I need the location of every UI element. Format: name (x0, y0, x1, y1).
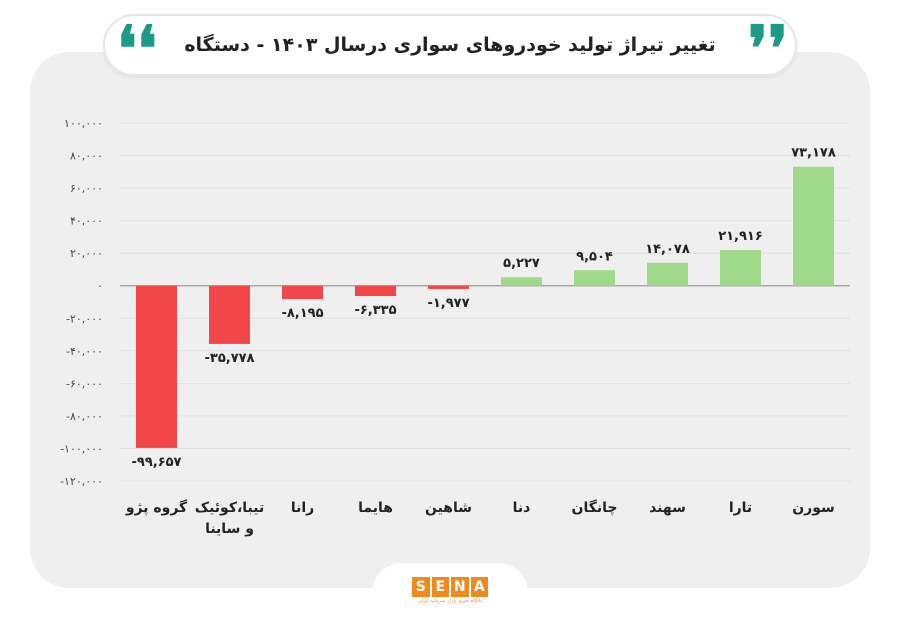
bar (355, 285, 396, 297)
logo-letter: S (412, 577, 430, 597)
bar (209, 285, 250, 344)
quote-open-icon: ❛❛ (117, 12, 157, 85)
bar (574, 270, 615, 286)
y-tick-label: -۱۲۰,۰۰۰ (60, 475, 103, 488)
bar (793, 166, 834, 286)
y-tick-label: ۰ (97, 280, 103, 293)
title-bar: تغییر تیراژ تولید خودروهای سواری درسال ۱… (103, 14, 797, 76)
bar-value-label: ۲۱,۹۱۶ (718, 229, 763, 244)
logo-letter: E (431, 577, 449, 597)
bar-value-label: -۸,۱۹۵ (281, 306, 323, 321)
bar (501, 277, 542, 286)
footer-logo-tab (372, 563, 528, 623)
category-label: سورن (792, 500, 835, 516)
y-tick-label: ۲۰,۰۰۰ (70, 247, 103, 260)
logo-letter: N (451, 577, 469, 597)
category-label: دنا (513, 500, 531, 516)
bar-value-label: ۵,۲۲۷ (503, 256, 540, 271)
bar-value-label: ۱۴,۰۷۸ (645, 242, 690, 257)
bar-value-label: ۹,۵۰۴ (576, 249, 613, 264)
y-tick-label: -۶۰,۰۰۰ (66, 377, 103, 390)
y-tick-label: -۴۰,۰۰۰ (66, 345, 103, 358)
bar-value-label: -۳۵,۷۷۸ (204, 351, 254, 366)
bar (647, 262, 688, 286)
y-tick-label: ۶۰,۰۰۰ (70, 182, 103, 195)
bar-value-label: -۹۹,۶۵۷ (131, 455, 181, 470)
y-tick-label: -۲۰,۰۰۰ (66, 312, 103, 325)
bar-value-label: ۷۳,۱۷۸ (791, 146, 836, 161)
sena-logo: S E N A (412, 577, 488, 597)
y-tick-label: -۸۰,۰۰۰ (66, 410, 103, 423)
category-label: رانا (291, 500, 314, 516)
category-label: تیبا،کوئیک (195, 500, 265, 516)
chart-title: تغییر تیراژ تولید خودروهای سواری درسال ۱… (184, 34, 716, 56)
category-label: تارا (729, 500, 752, 516)
quote-close-icon: ❜❜ (748, 12, 788, 85)
bar (282, 285, 323, 300)
bar (720, 250, 761, 286)
logo-letter: A (470, 577, 488, 597)
y-tick-label: ۱۰۰,۰۰۰ (64, 117, 103, 130)
bar (136, 285, 177, 448)
category-label: سهند (649, 500, 686, 516)
category-label: گروه پژو (125, 499, 188, 516)
y-tick-label: -۱۰۰,۰۰۰ (60, 442, 103, 455)
bar-value-label: -۱,۹۷۷ (427, 296, 469, 311)
y-tick-label: ۴۰,۰۰۰ (70, 215, 103, 228)
category-label: چانگان (572, 499, 618, 516)
category-label: شاهین (425, 500, 472, 516)
logo-subtitle: پایگاه خبری بازار سرمایه ایران (418, 598, 482, 604)
category-label: و ساینا (205, 521, 254, 537)
bar-value-label: -۶,۳۳۵ (354, 303, 396, 318)
y-tick-label: ۸۰,۰۰۰ (70, 150, 103, 163)
bar (428, 285, 469, 289)
category-label: هایما (358, 500, 393, 516)
